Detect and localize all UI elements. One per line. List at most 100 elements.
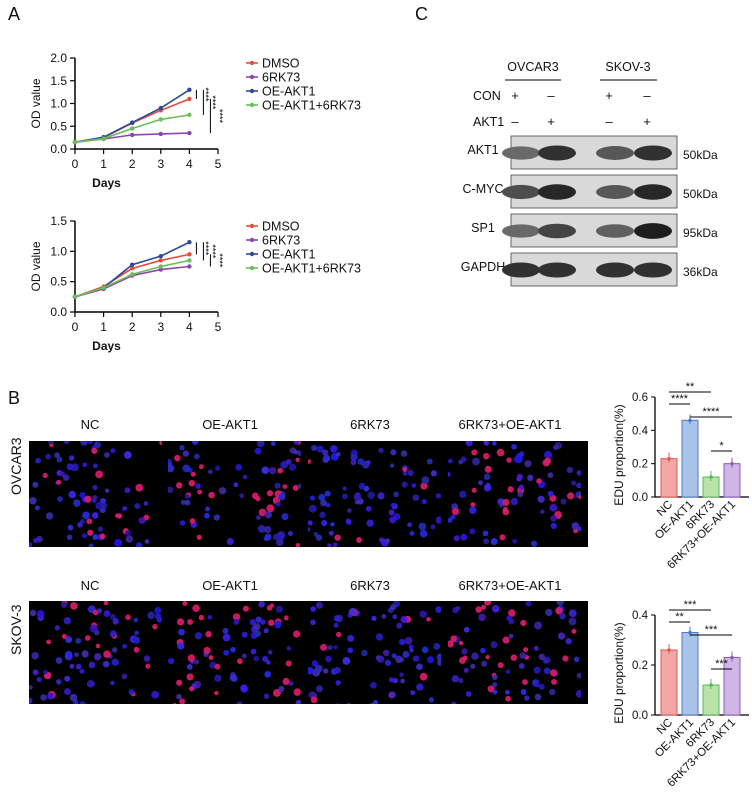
nucleus: [308, 667, 314, 675]
nucleus: [378, 447, 384, 454]
nucleus: [496, 448, 505, 457]
condition-mark: –: [605, 114, 613, 129]
y-axis-label: EDU proportion(%): [612, 622, 626, 723]
data-point: [158, 253, 163, 259]
nucleus: [388, 691, 396, 699]
nucleus: [208, 469, 213, 475]
nucleus: [335, 703, 340, 704]
nucleus: [92, 495, 98, 500]
nucleus: [324, 490, 331, 497]
x-tick-label: 1: [100, 320, 107, 334]
nucleus: [328, 530, 334, 536]
sig-label: **: [686, 381, 695, 393]
nucleus: [412, 494, 420, 502]
nucleus: [568, 609, 577, 618]
nucleus: [490, 641, 498, 649]
nucleus: [333, 645, 338, 650]
nucleus: [311, 660, 319, 667]
nucleus: [322, 454, 331, 462]
nucleus: [125, 530, 132, 536]
nucleus: [186, 664, 193, 670]
x-tick-label: 4: [186, 157, 193, 171]
nucleus: [471, 652, 479, 660]
nucleus: [505, 695, 511, 702]
nucleus: [278, 493, 286, 501]
nucleus: [448, 471, 451, 477]
nucleus: [492, 674, 498, 681]
nucleus: [46, 692, 54, 700]
nucleus: [484, 601, 492, 606]
nucleus: [537, 495, 545, 503]
nucleus: [332, 542, 338, 547]
nucleus: [222, 633, 231, 642]
nucleus: [389, 463, 395, 468]
molecular-weight-label: 50kDa: [683, 187, 718, 201]
nucleus: [101, 502, 108, 509]
data-point: [709, 475, 713, 479]
y-tick-label: 1.5: [50, 214, 67, 228]
nucleus: [465, 691, 472, 697]
nucleus: [502, 636, 510, 644]
nucleus: [268, 466, 277, 475]
nucleus: [315, 601, 323, 609]
micro-col-label: OE-AKT1: [202, 578, 258, 593]
nucleus: [54, 452, 60, 459]
nucleus: [92, 484, 98, 491]
nucleus: [550, 515, 557, 522]
micro-col-label: 6RK73: [350, 578, 390, 593]
nucleus: [89, 624, 98, 633]
nucleus: [64, 675, 71, 682]
legend-label: OE-AKT1: [262, 248, 316, 262]
nucleus: [388, 509, 395, 516]
nucleus: [184, 499, 191, 506]
sig-label: ****: [200, 87, 210, 102]
nucleus: [534, 621, 543, 630]
nucleus: [448, 517, 453, 523]
blot-band: [634, 223, 672, 239]
micrograph-image: [168, 441, 301, 547]
nucleus: [70, 602, 78, 610]
nucleus: [65, 636, 73, 644]
nucleus: [286, 646, 292, 651]
data-point: [667, 648, 671, 652]
nucleus: [176, 679, 183, 686]
nucleus: [79, 668, 85, 674]
sig-label: ****: [207, 95, 217, 110]
nucleus: [143, 655, 151, 662]
nucleus: [282, 484, 288, 489]
molecular-weight-label: 36kDa: [683, 265, 718, 279]
nucleus: [530, 540, 538, 547]
nucleus: [310, 606, 317, 612]
legend-marker: [249, 60, 255, 66]
nucleus: [272, 533, 280, 541]
series-line: [74, 265, 190, 298]
nucleus: [229, 674, 237, 682]
nucleus: [292, 484, 299, 491]
nucleus: [187, 654, 196, 662]
nucleus: [267, 650, 273, 655]
nucleus: [81, 650, 89, 658]
nucleus: [543, 667, 551, 675]
legend-label: DMSO: [262, 220, 300, 234]
nucleus: [94, 652, 102, 661]
nucleus: [263, 628, 269, 634]
nucleus: [273, 688, 281, 697]
nucleus: [435, 606, 441, 614]
nucleus: [82, 511, 90, 520]
nucleus: [133, 617, 139, 623]
sig-label: ****: [207, 244, 217, 259]
y-tick-label: 1.5: [50, 74, 67, 88]
nucleus: [295, 542, 301, 547]
nucleus: [391, 653, 397, 659]
nucleus: [549, 688, 556, 696]
nucleus: [281, 513, 289, 521]
nucleus: [517, 491, 524, 498]
nucleus: [392, 614, 398, 620]
nucleus: [230, 646, 236, 653]
blot-band: [634, 145, 672, 161]
nucleus: [178, 628, 186, 636]
nucleus: [533, 645, 539, 651]
data-point: [187, 96, 192, 102]
nucleus: [293, 688, 301, 696]
nucleus: [510, 654, 518, 661]
